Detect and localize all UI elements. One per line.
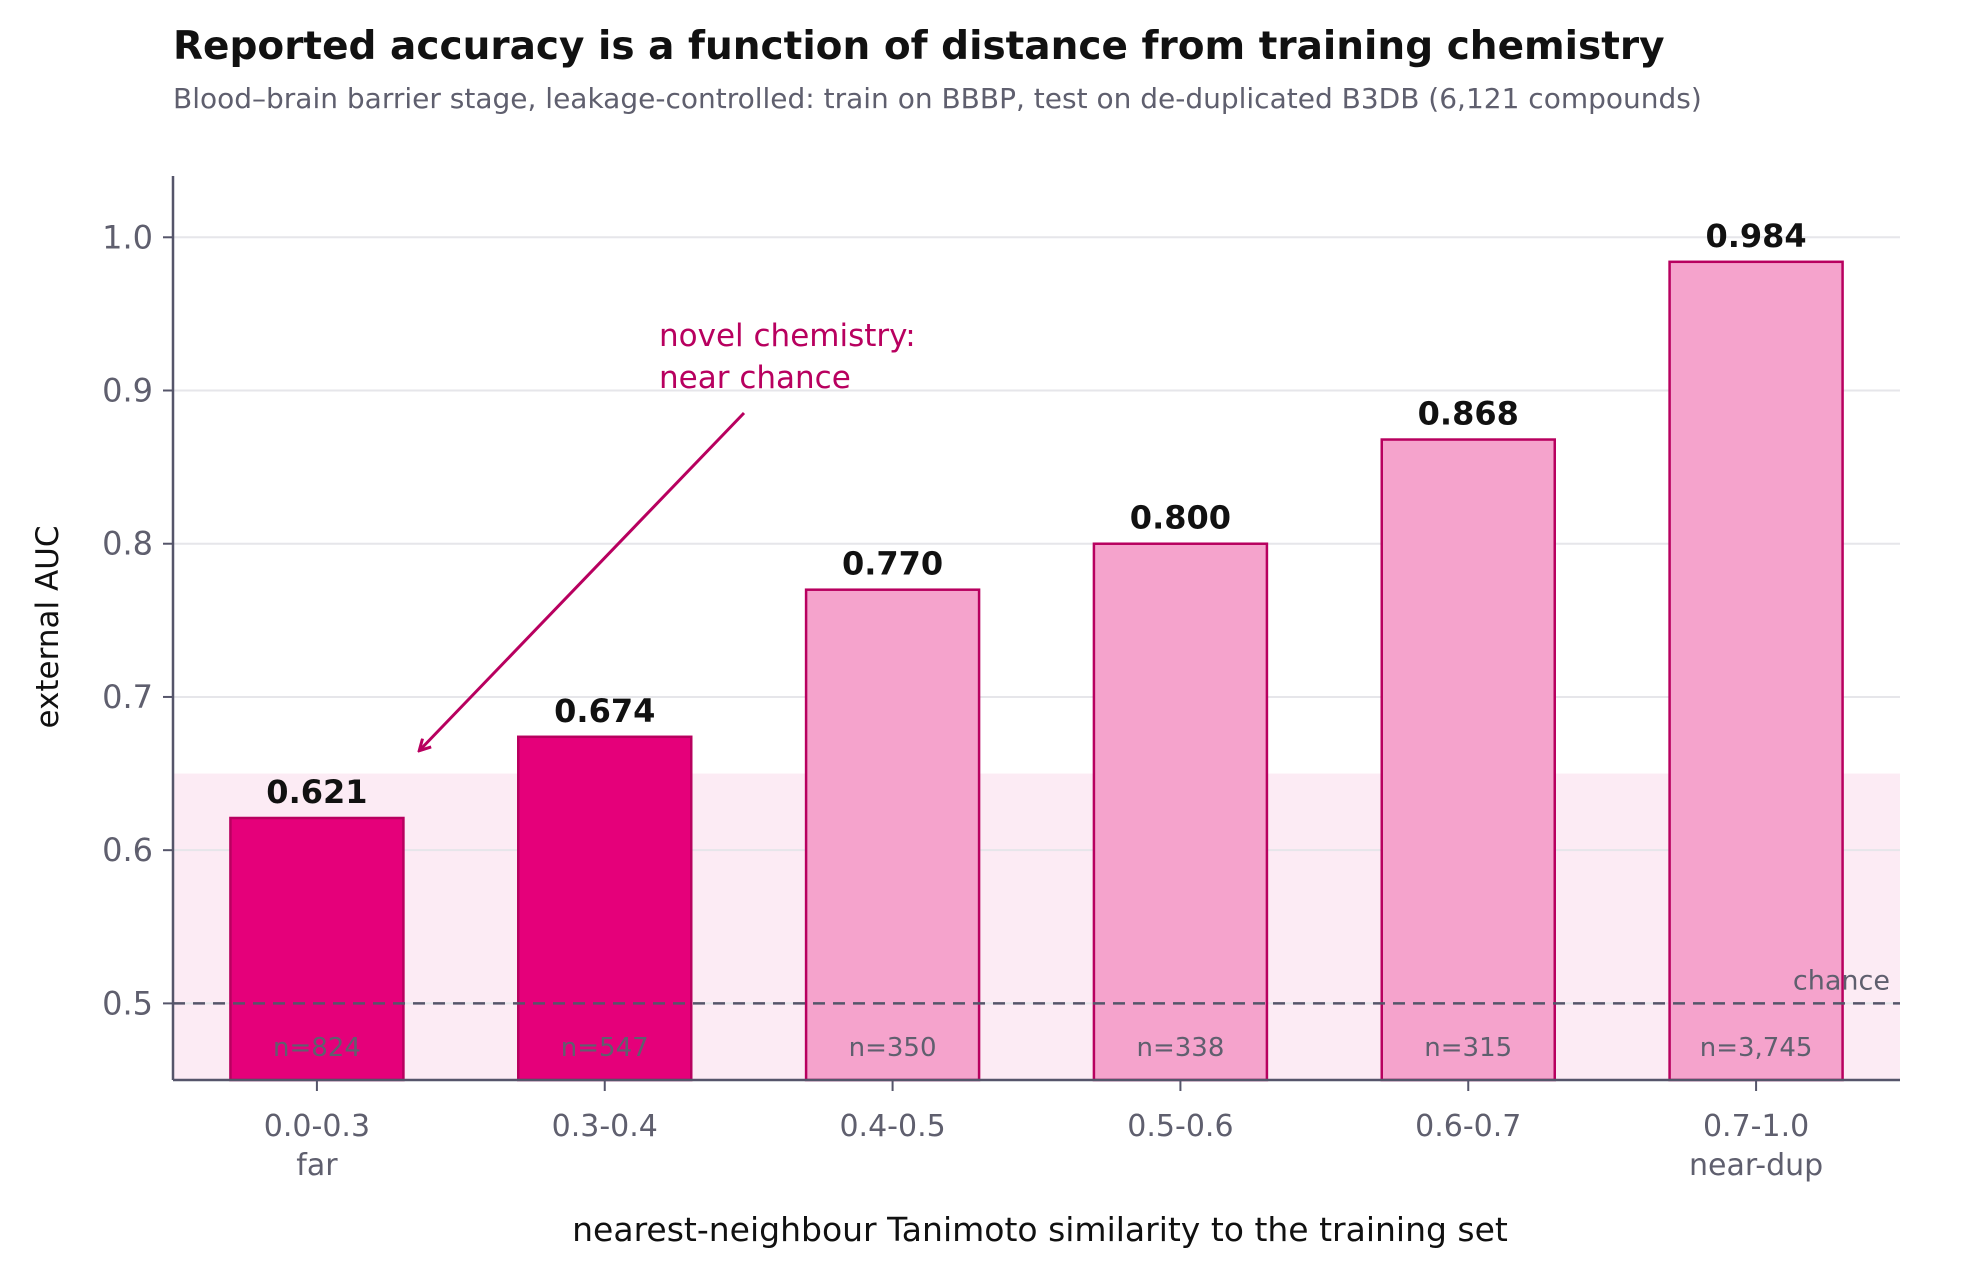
bar-0.0-0.3 [229, 816, 405, 1082]
x-tick-label: 0.5-0.6 [1127, 1109, 1233, 1144]
chart-title: Reported accuracy is a function of dista… [173, 24, 1665, 69]
near-chance-band [173, 773, 1900, 1080]
annotation-text: near chance [659, 360, 851, 396]
x-tick-label: 0.3-0.4 [552, 1109, 658, 1144]
x-tick-label: 0.0-0.3 [264, 1109, 370, 1144]
x-axis-title: nearest-neighbour Tanimoto similarity to… [572, 1210, 1508, 1249]
bar-0.3-0.4 [517, 735, 693, 1082]
chart-subtitle: Blood–brain barrier stage, leakage-contr… [173, 82, 1702, 115]
x-tick-sublabel: far [296, 1148, 338, 1183]
bar-count-label: n=315 [1424, 1033, 1512, 1063]
bar-count-label: n=824 [273, 1033, 361, 1063]
bar-count-label: n=547 [561, 1033, 649, 1063]
bar-count-label: n=338 [1136, 1033, 1224, 1063]
bar-0.6-0.7 [1380, 438, 1556, 1082]
bar-0.7-1.0 [1668, 260, 1844, 1082]
chance-label: chance [1793, 965, 1890, 996]
x-tick-sublabel: near-dup [1689, 1148, 1823, 1183]
x-tick-label: 0.4-0.5 [839, 1109, 945, 1144]
y-tick-label: 0.9 [102, 372, 153, 410]
bar-0.4-0.5 [804, 588, 981, 1082]
y-tick-label: 0.8 [102, 525, 153, 563]
y-axis-title: external AUC [30, 526, 66, 729]
bar-count-label: n=350 [849, 1033, 937, 1063]
y-tick-label: 0.6 [102, 831, 153, 869]
bar-value-label: 0.770 [842, 545, 943, 583]
x-tick-label: 0.7-1.0 [1703, 1109, 1809, 1144]
y-tick-label: 0.7 [102, 678, 153, 716]
bar-value-label: 0.621 [266, 773, 367, 811]
bar-value-label: 0.868 [1418, 395, 1519, 433]
y-tick-label: 1.0 [102, 218, 153, 256]
x-tick-label: 0.6-0.7 [1415, 1109, 1521, 1144]
bar-value-label: 0.800 [1130, 499, 1231, 537]
bar-0.5-0.6 [1092, 542, 1269, 1082]
annotation-text: novel chemistry: [659, 318, 916, 354]
annotation-arrow [420, 411, 746, 750]
bar-value-label: 0.984 [1705, 217, 1806, 255]
bar-value-label: 0.674 [554, 692, 655, 730]
y-tick-label: 0.5 [102, 984, 153, 1022]
bar-count-label: n=3,745 [1700, 1033, 1813, 1063]
